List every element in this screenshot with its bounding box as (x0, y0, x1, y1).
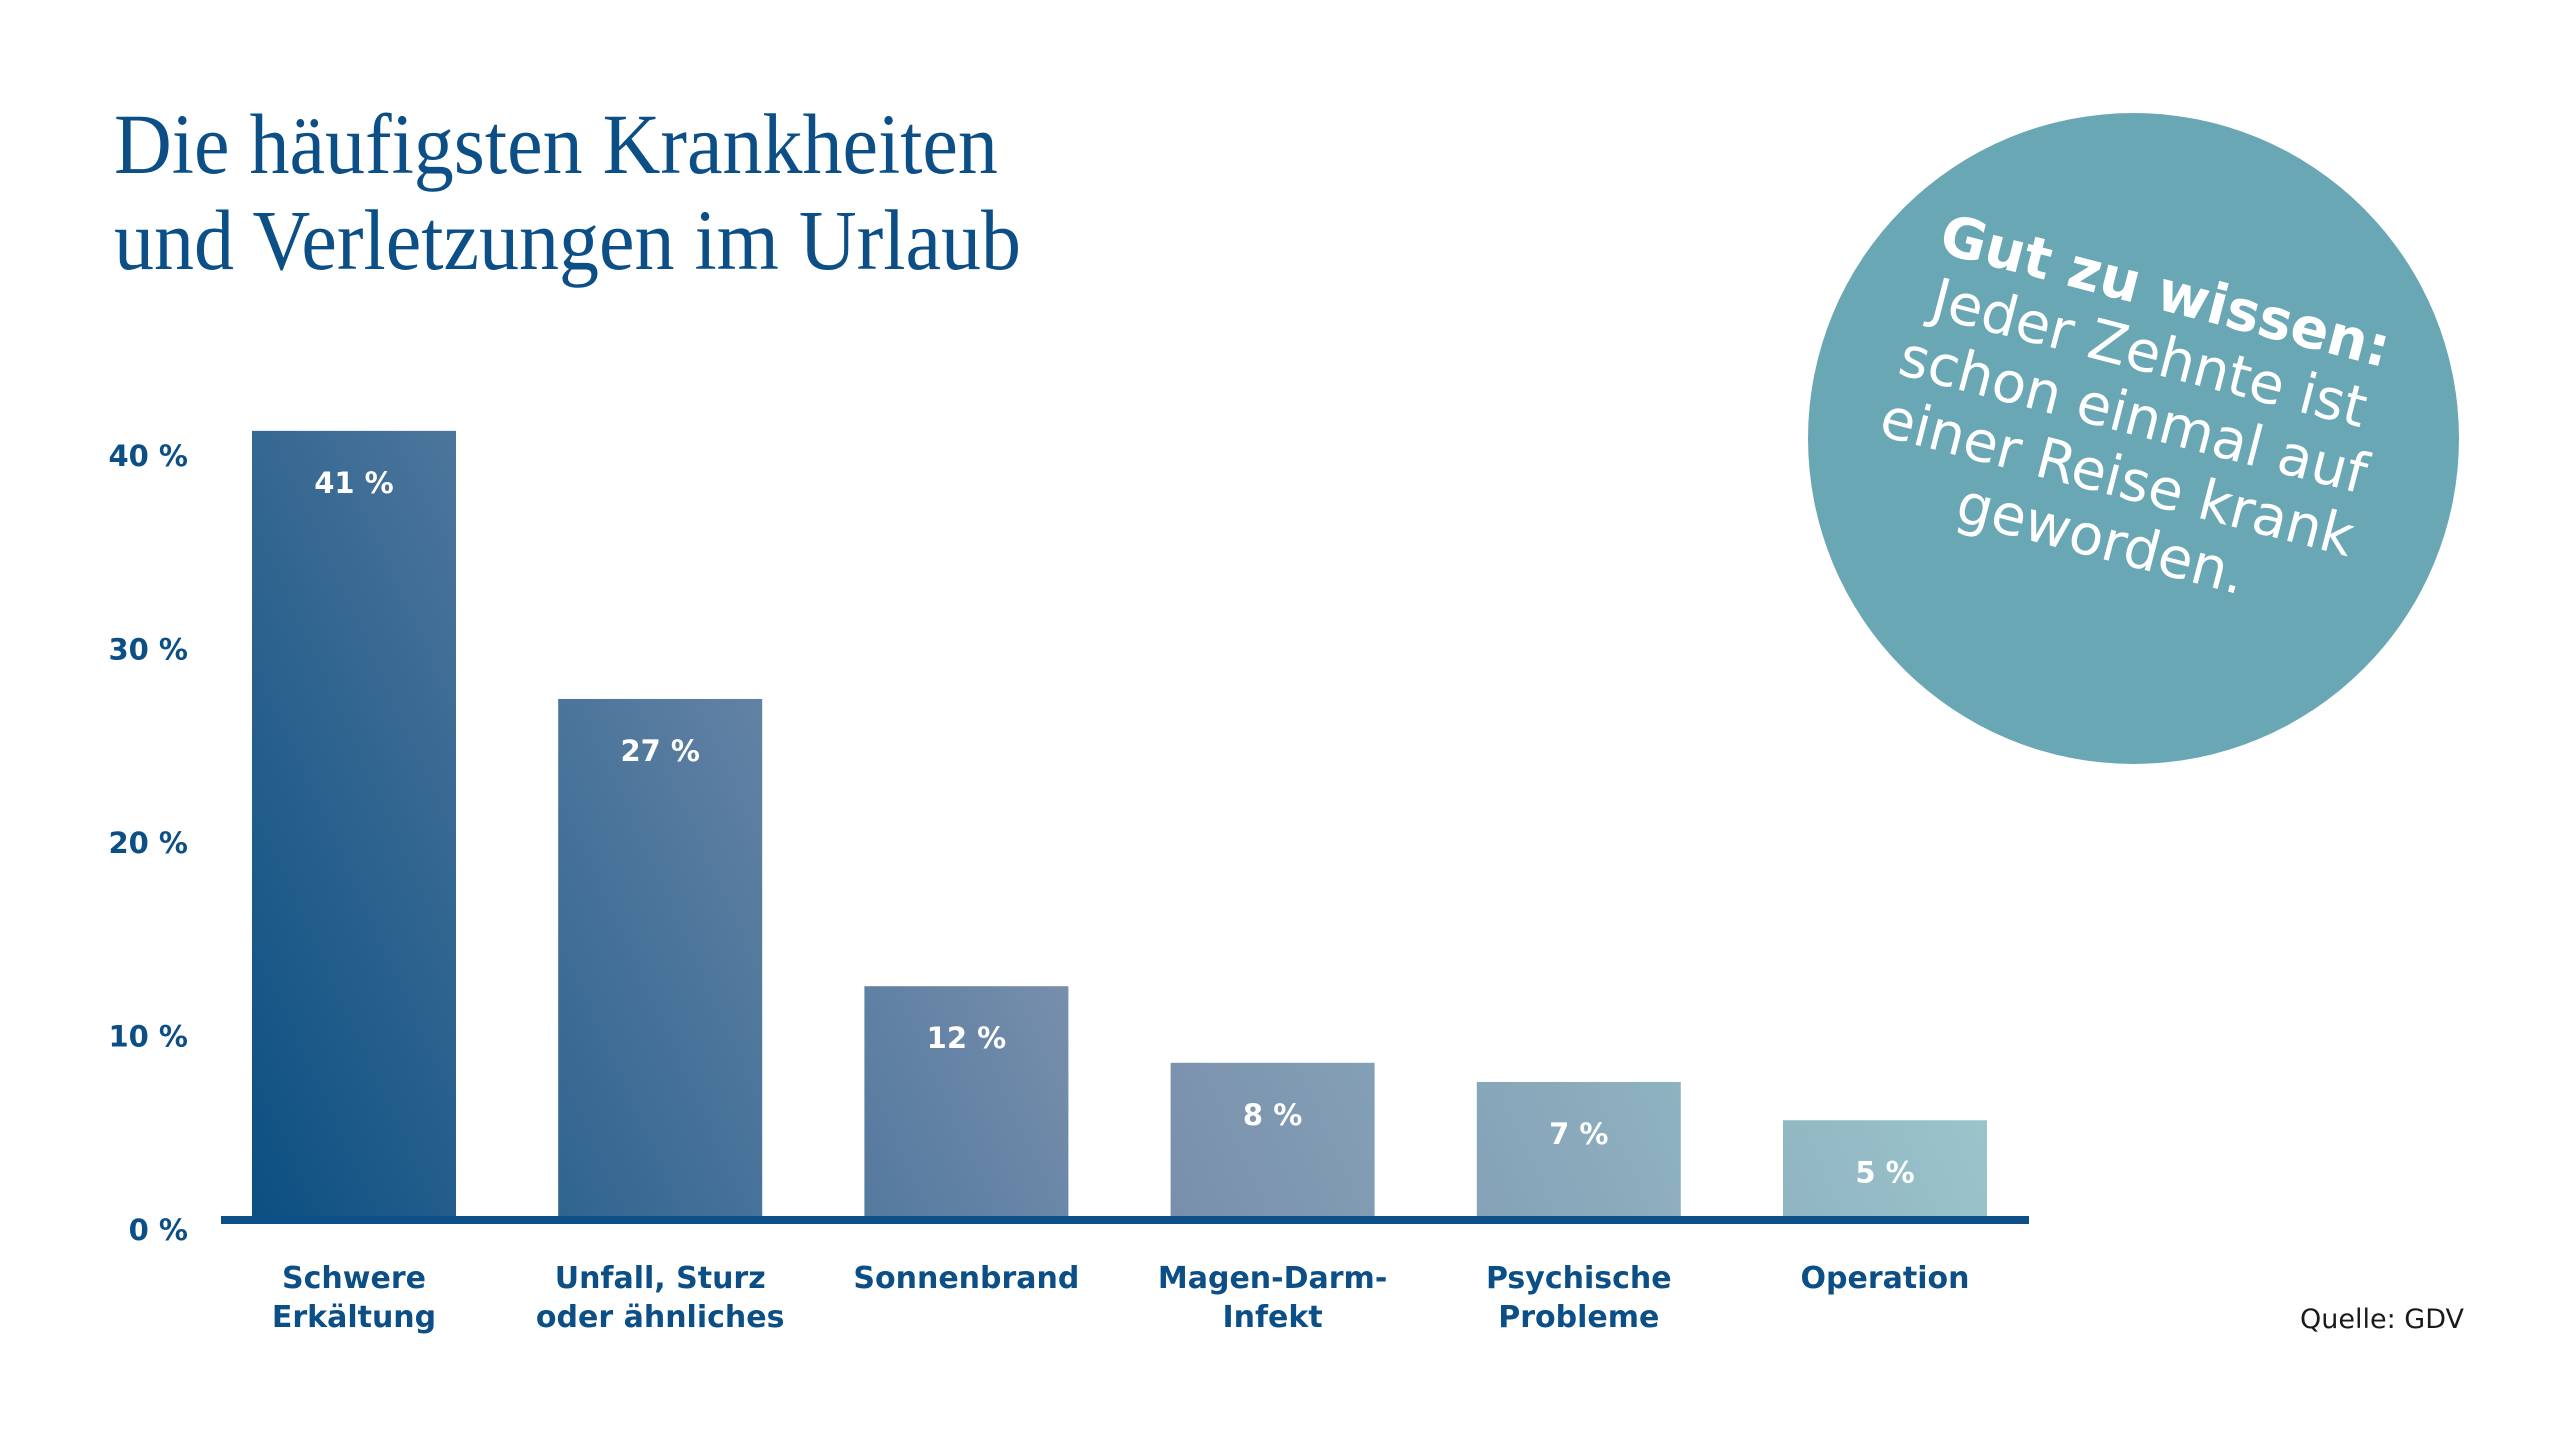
bar-value-label: 8 % (1243, 1098, 1302, 1132)
category-label-line: Sonnenbrand (853, 1261, 1079, 1296)
bar (1476, 1081, 1681, 1216)
x-axis-labels: Schwere Erkältung Unfall, Sturz oder ähnlic… (272, 1261, 1970, 1335)
category-label: Sonnenbrand (853, 1261, 1079, 1296)
category-label: Unfall, Sturz oder ähnliches (536, 1261, 785, 1335)
chart-title-line-2: und Verletzungen im Urlaub (114, 192, 1021, 288)
bar-value-label: 41 % (314, 466, 394, 500)
category-label-line: Magen-Darm- (1158, 1261, 1387, 1296)
bar-value-label: 12 % (927, 1021, 1007, 1055)
chart-title-line-1: Die häufigsten Krankheiten (114, 96, 998, 192)
bar-value-label: 5 % (1855, 1155, 1914, 1189)
bar (864, 986, 1069, 1216)
category-label-line: Operation (1801, 1261, 1970, 1296)
bar (1170, 1062, 1375, 1216)
y-tick-label: 10 % (108, 1020, 188, 1054)
category-label-line: oder ähnliches (536, 1300, 785, 1335)
value-labels: 41 % 27 % 12 % 8 % 7 % 5 % (314, 466, 1914, 1189)
category-label-line: Unfall, Sturz (555, 1261, 766, 1296)
category-label-line: Psychische (1486, 1261, 1672, 1296)
category-label: Operation (1801, 1261, 1970, 1296)
bar (252, 430, 456, 1217)
category-label-line: Infekt (1222, 1300, 1322, 1335)
y-tick-label: 30 % (108, 633, 188, 667)
category-label: Magen-Darm- Infekt (1158, 1261, 1387, 1335)
bar-value-label: 7 % (1549, 1117, 1608, 1151)
y-tick-label: 0 % (129, 1213, 188, 1247)
bar (1783, 1120, 1987, 1216)
bar-value-label: 27 % (620, 734, 700, 768)
x-axis-line (221, 1216, 2029, 1224)
y-tick-label: 40 % (108, 439, 188, 473)
bar (558, 698, 763, 1216)
source-note: Quelle: GDV (2300, 1304, 2464, 1335)
category-label: Schwere Erkältung (272, 1261, 436, 1335)
y-axis-ticks: 0 % 10 % 20 % 30 % 40 % (108, 439, 188, 1247)
category-label-line: Probleme (1498, 1300, 1659, 1335)
bars (252, 430, 1987, 1217)
category-label-line: Schwere (282, 1261, 426, 1296)
y-tick-label: 20 % (108, 826, 188, 860)
chart-title: Die häufigsten Krankheiten und Verletzun… (114, 96, 1021, 288)
category-label-line: Erkältung (272, 1300, 436, 1335)
category-label: Psychische Probleme (1486, 1261, 1672, 1335)
callout-circle: Gut zu wissen: Jeder Zehnte ist schon ei… (1808, 113, 2459, 764)
